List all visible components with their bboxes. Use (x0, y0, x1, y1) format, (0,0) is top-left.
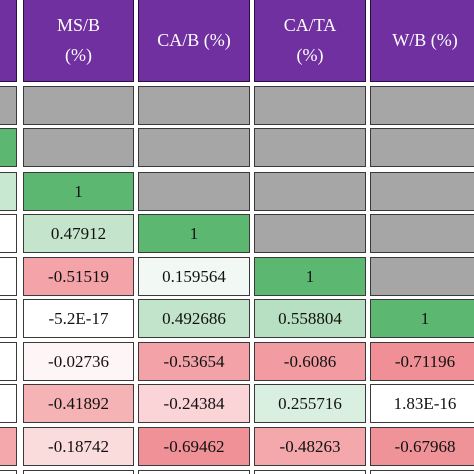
table-cell (370, 86, 474, 125)
table-cell (254, 172, 366, 211)
table-cell: 1 (23, 172, 134, 211)
table-cell (254, 214, 366, 253)
table-cell: 0.492686 (138, 299, 250, 338)
table-cell: 1 (138, 214, 250, 253)
table-cell (0, 299, 17, 338)
table-cell: 0.159564 (138, 257, 250, 296)
table-cell: -0.02736 (23, 342, 134, 381)
table-cell: -0.71196 (370, 342, 474, 381)
table-cell: 1.83E-16 (370, 384, 474, 423)
header-cell: CA/TA (%) (254, 0, 366, 82)
table-cell (23, 86, 134, 125)
table-cell: -0.53654 (138, 342, 250, 381)
header-cell: CA/B (%) (138, 0, 250, 82)
table-cell: 6 (0, 342, 17, 381)
table-cell: -0.24384 (138, 384, 250, 423)
table-cell: 4 (0, 384, 17, 423)
table-cell: -5.2E-17 (23, 299, 134, 338)
header-cell: MS/B (%) (23, 0, 134, 82)
header-cell: ) (0, 0, 17, 82)
table-cell (370, 214, 474, 253)
table-cell: 1 (254, 257, 366, 296)
table-cell: -0.6086 (254, 342, 366, 381)
table-cell (370, 128, 474, 167)
table-cell: -0.69462 (138, 427, 250, 466)
table-cell: -0.67968 (370, 427, 474, 466)
table-cell: 4 (0, 172, 17, 211)
table-cell (138, 172, 250, 211)
table-cell (0, 86, 17, 125)
cropped-cell (254, 470, 366, 474)
table-cell: 0.558804 (254, 299, 366, 338)
table-cell (370, 172, 474, 211)
table-cell (254, 128, 366, 167)
table-cell (138, 128, 250, 167)
table-cell: 0.255716 (254, 384, 366, 423)
table-cell (23, 128, 134, 167)
table-cell: 1 (370, 299, 474, 338)
cropped-cell (370, 470, 474, 474)
table-cell (370, 257, 474, 296)
cropped-cell (23, 470, 134, 474)
table-cell: -0.48263 (254, 427, 366, 466)
table-cell (254, 86, 366, 125)
table-cell: -0.41892 (23, 384, 134, 423)
header-cell: W/B (%) (370, 0, 474, 82)
cropped-cell (138, 470, 250, 474)
table-cell: 0.47912 (23, 214, 134, 253)
table-cell: 8 (0, 257, 17, 296)
table-cell: 6 (0, 214, 17, 253)
table-cell (138, 86, 250, 125)
table-cell: 5 (0, 427, 17, 466)
cropped-cell (0, 470, 17, 474)
table-cell: -0.18742 (23, 427, 134, 466)
table-cell (0, 128, 17, 167)
table-cell: -0.51519 (23, 257, 134, 296)
